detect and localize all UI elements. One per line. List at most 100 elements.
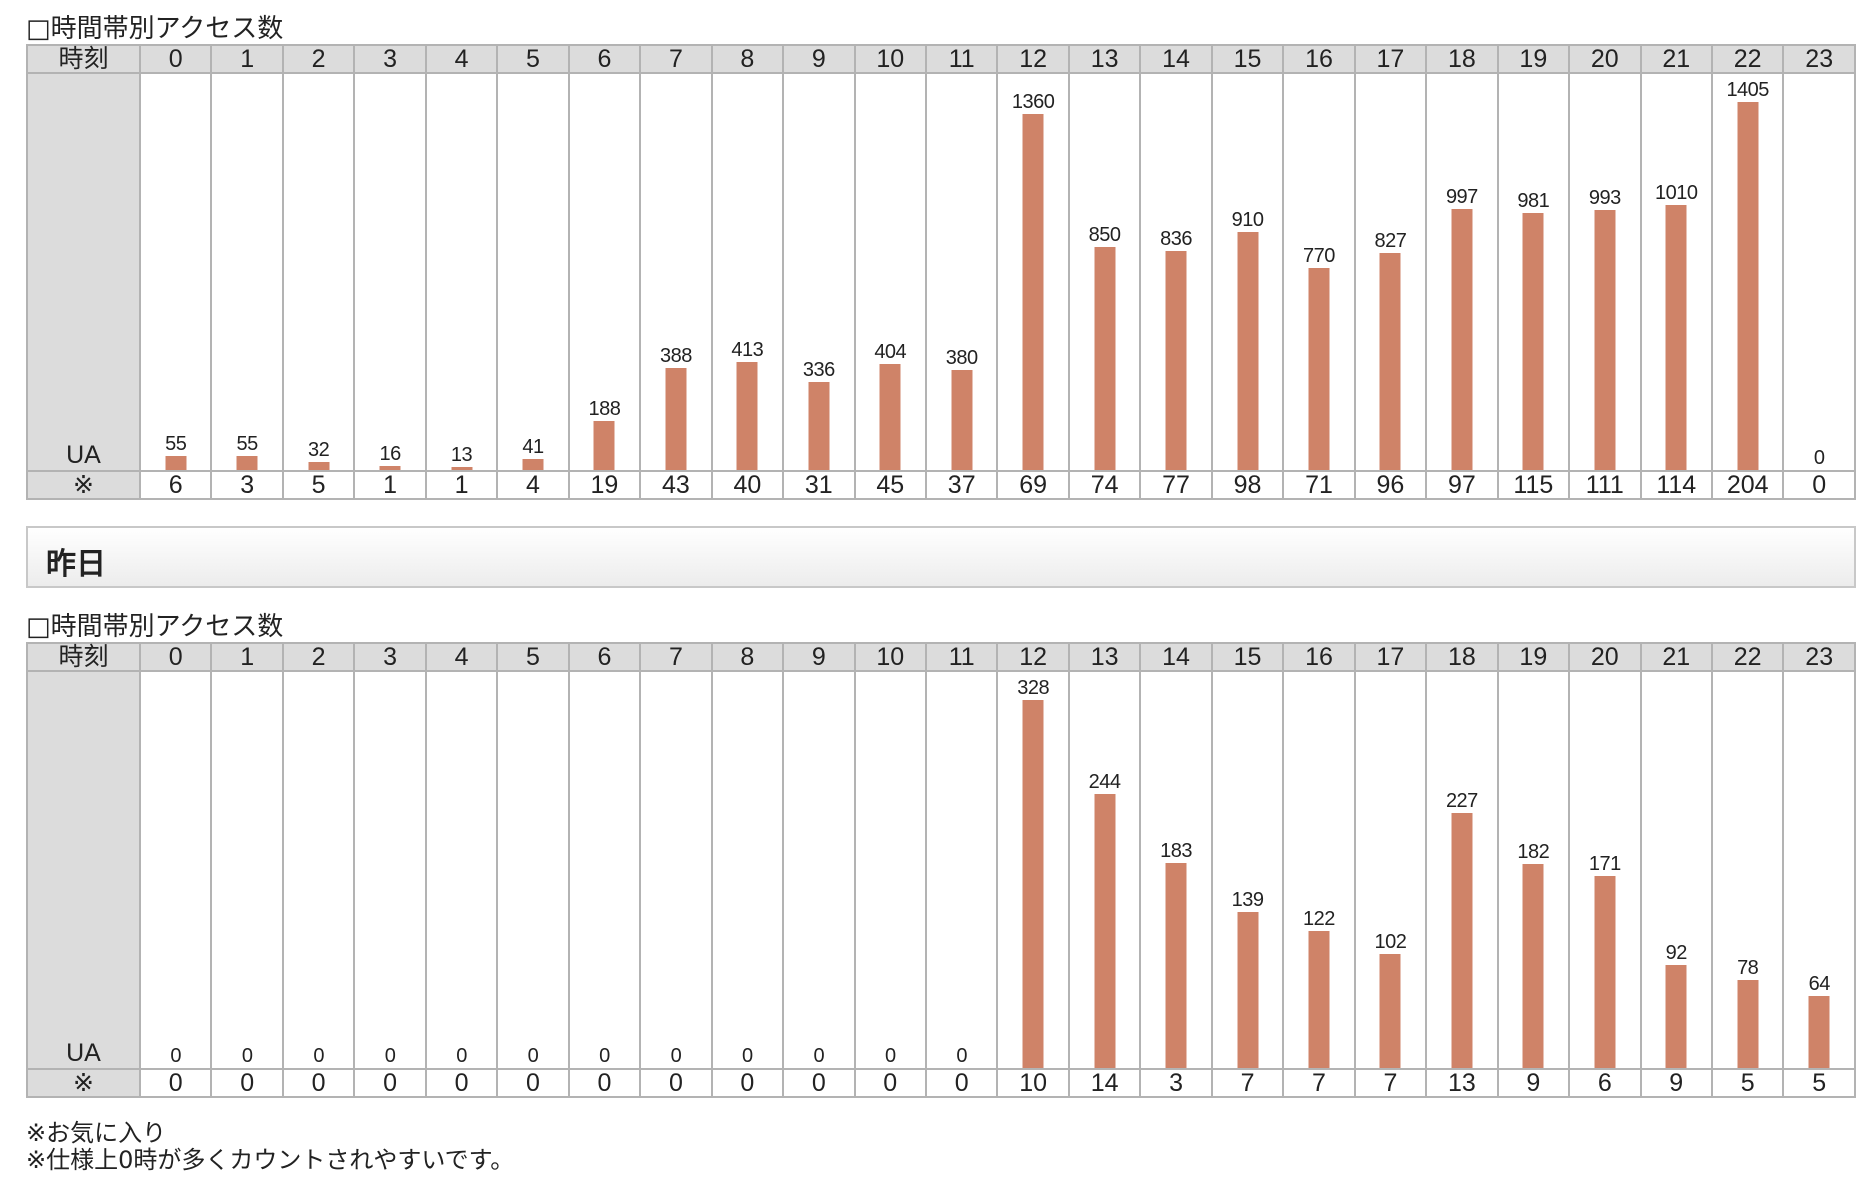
bar-value-label: 16: [379, 443, 401, 465]
bar-cell: 770: [1282, 72, 1356, 472]
bar-cell: 182: [1496, 670, 1571, 1070]
ua-bar: [1594, 876, 1616, 1068]
bar-value-label: 13: [450, 444, 473, 466]
ua-bar: [951, 370, 973, 470]
ua-bar: [451, 467, 473, 470]
ua-bar-row: UA 0 0 0 0 0 0 0 0 0 0 0 0 328 244 183 139 122 102 227 182 1…: [26, 670, 1856, 1070]
favorites-count: 6: [1568, 1068, 1642, 1098]
bar-cell: 993: [1568, 72, 1642, 472]
favorites-count: 0: [353, 1068, 427, 1098]
favorites-count: 0: [281, 1068, 356, 1098]
bar-cell: 78: [1710, 670, 1785, 1070]
hour-tick-label: 6: [567, 642, 642, 672]
bar-cell: 0: [496, 670, 570, 1070]
ua-bar: [1737, 980, 1759, 1068]
favorites-count: 0: [424, 1068, 499, 1098]
ua-bar: [1665, 205, 1687, 470]
bar-cell: 64: [1782, 670, 1856, 1070]
hour-tick-label: 2: [281, 642, 356, 672]
hour-tick-label: 5: [496, 44, 570, 74]
hour-tick-label: 2: [281, 44, 356, 74]
ua-bar: [665, 368, 687, 470]
bar-value-label: 404: [874, 341, 907, 363]
favorites-count: 10: [996, 1068, 1070, 1098]
hour-tick-label: 3: [353, 44, 427, 74]
ua-row-label: UA: [26, 72, 141, 472]
bar-cell: 0: [138, 670, 213, 1070]
bar-cell: 336: [782, 72, 856, 472]
favorites-count: 0: [710, 1068, 785, 1098]
favorites-count: 5: [1782, 1068, 1856, 1098]
favorites-count: 0: [138, 1068, 213, 1098]
bar-value-label: 0: [1813, 447, 1825, 469]
bar-value-label: 64: [1808, 973, 1831, 995]
favorites-count: 7: [1282, 1068, 1356, 1098]
bar-cell: 122: [1282, 670, 1356, 1070]
hour-tick-label: 8: [710, 642, 785, 672]
hour-tick-label: 15: [1210, 44, 1285, 74]
favorites-count: 77: [1139, 470, 1213, 500]
bar-value-label: 827: [1374, 230, 1407, 252]
favorites-count: 69: [996, 470, 1070, 500]
bar-cell: 1010: [1639, 72, 1713, 472]
bar-cell: 0: [924, 670, 999, 1070]
bar-value-label: 122: [1303, 908, 1335, 930]
ua-bar: [1522, 213, 1544, 470]
ua-bar: [1308, 931, 1330, 1068]
favorites-count: 5: [281, 470, 356, 500]
footnote-favorites: ※お気に入り: [26, 1119, 167, 1147]
bar-value-label: 0: [742, 1045, 753, 1067]
favorites-count: 43: [639, 470, 713, 500]
bar-cell: 1360: [996, 72, 1070, 472]
bar-value-label: 910: [1231, 209, 1264, 231]
ua-bar: [1665, 965, 1687, 1068]
hour-tick-label: 4: [424, 44, 499, 74]
bar-value-label: 0: [813, 1045, 825, 1067]
ua-bar: [1165, 863, 1187, 1068]
yesterday-hourly-table: 時刻 0 1 2 3 4 5 6 7 8 9 10 11 12 13 14 15 16 17 18 19 20 21 22 2…: [26, 642, 1856, 1098]
today-chart-title: □時間帯別アクセス数: [26, 14, 284, 44]
footnotes: ※お気に入り ※仕様上0時が多くカウントされやすいです。: [26, 1120, 514, 1174]
hour-tick-label: 19: [1496, 642, 1571, 672]
bar-cell: 413: [710, 72, 785, 472]
hour-tick-label: 14: [1139, 44, 1213, 74]
ua-bar: [1451, 209, 1473, 470]
bar-cell: 404: [853, 72, 927, 472]
favorites-count: 96: [1353, 470, 1428, 500]
bar-value-label: 102: [1374, 931, 1407, 953]
ua-bar: [522, 459, 544, 470]
favorites-count: 1: [353, 470, 427, 500]
hour-tick-label: 4: [424, 642, 499, 672]
ua-bar: [1237, 232, 1259, 470]
bar-cell: 227: [1425, 670, 1499, 1070]
hour-tick-label: 5: [496, 642, 570, 672]
hour-tick-label: 20: [1568, 44, 1642, 74]
bar-value-label: 380: [945, 347, 978, 369]
bar-cell: 0: [853, 670, 927, 1070]
bar-cell: 188: [567, 72, 642, 472]
favorites-count: 45: [853, 470, 927, 500]
favorites-count: 7: [1353, 1068, 1428, 1098]
bar-value-label: 55: [236, 433, 259, 455]
hour-tick-label: 11: [924, 642, 999, 672]
bar-value-label: 0: [670, 1045, 682, 1067]
bar-cell: 171: [1568, 670, 1642, 1070]
bar-value-label: 92: [1665, 942, 1688, 964]
ua-bar: [1022, 114, 1044, 470]
bar-cell: 827: [1353, 72, 1428, 472]
hour-tick-label: 0: [138, 44, 213, 74]
favorites-count: 19: [567, 470, 642, 500]
favorites-count: 0: [567, 1068, 642, 1098]
bar-value-label: 182: [1517, 841, 1550, 863]
hour-tick-label: 13: [1067, 642, 1142, 672]
hour-tick-label: 23: [1782, 642, 1856, 672]
ua-bar: [808, 382, 830, 470]
bar-cell: 836: [1139, 72, 1213, 472]
bar-value-label: 55: [165, 433, 187, 455]
ua-bar: [1737, 102, 1759, 470]
bar-cell: 0: [567, 670, 642, 1070]
favorites-count: 3: [1139, 1068, 1213, 1098]
ua-bar: [165, 456, 187, 470]
hour-tick-label: 22: [1710, 44, 1785, 74]
favorites-count: 40: [710, 470, 785, 500]
